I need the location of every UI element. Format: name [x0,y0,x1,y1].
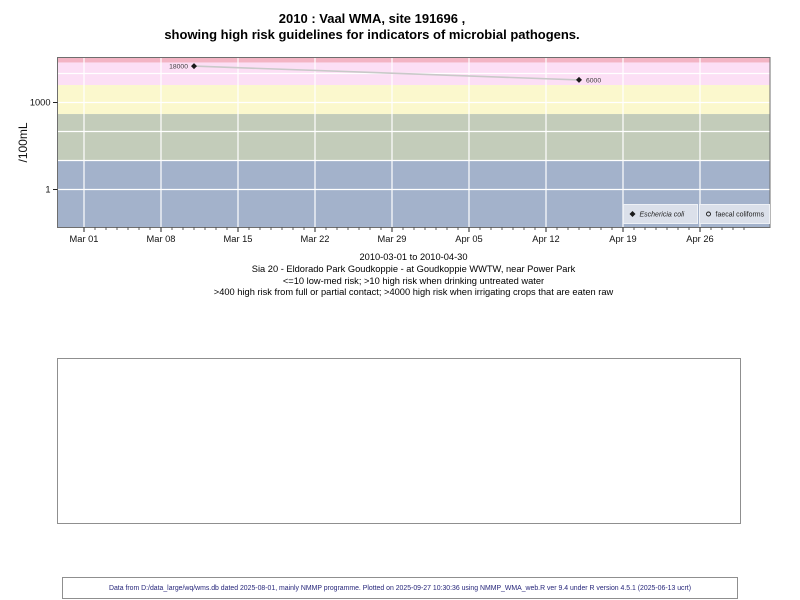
x-tick-label: Apr 26 [686,234,713,244]
risk-band-extreme [57,57,770,63]
chart-captions: 2010-03-01 to 2010-04-30 Sia 20 - Eldora… [57,252,770,299]
data-point-label: 6000 [586,77,601,84]
y-tick-label: 1 [45,185,50,195]
series-line [193,65,580,81]
legend-entry: faecal coliforms [699,204,770,224]
caption-drinking-guideline: <=10 low-med risk; >10 high risk when dr… [282,275,545,286]
x-tick-label: Mar 08 [147,234,176,244]
data-point-label: 18000 [169,63,188,70]
chart-title-line-1: 2010 : Vaal WMA, site 191696 , [278,11,466,26]
legend-label: faecal coliforms [716,212,765,219]
legend-box [699,204,770,224]
x-tick-label: Mar 22 [301,234,330,244]
x-tick-label: Mar 15 [224,234,253,244]
x-tick-label: Mar 29 [378,234,407,244]
x-tick-label: Apr 19 [609,234,636,244]
x-tick-label: Apr 05 [455,234,482,244]
risk-band-high-risk-drinking [57,114,770,161]
footer-text: Data from D:/data_large/wq/wms.db dated … [108,584,692,592]
y-tick-label: 1000 [30,98,51,108]
legend-entry: Eschericia coli [623,204,698,224]
marker-filled-diamond-icon [576,76,582,83]
empty-panel [57,358,741,524]
footer-box: Data from D:/data_large/wq/wms.db dated … [62,577,738,599]
x-tick-label: Mar 01 [70,234,99,244]
chart-canvas: Mar 01 Mar 08 Mar 15 Mar 22 Mar 29 Apr 05 Apr … [16,57,771,244]
chart-title: 2010 : Vaal WMA, site 191696 , showing h… [0,11,744,43]
legend-label: Eschericia coli [640,212,685,219]
caption-site-name: Sia 20 - Eldorado Park Goudkoppie - at G… [251,263,576,274]
legend-box [623,204,698,224]
x-tick-label: Apr 12 [532,234,559,244]
caption-date-range: 2010-03-01 to 2010-04-30 [359,252,468,262]
caption-contact-guideline: >400 high risk from full or partial cont… [213,287,614,298]
risk-band-high-risk-contact [57,85,770,115]
y-axis-label: /100mL [16,122,30,162]
marker-filled-diamond-icon [191,63,197,70]
marker-filled-diamond-icon [629,211,636,217]
chart-title-line-2: showing high risk guidelines for indicat… [164,27,580,42]
marker-open-circle-icon [706,211,711,217]
